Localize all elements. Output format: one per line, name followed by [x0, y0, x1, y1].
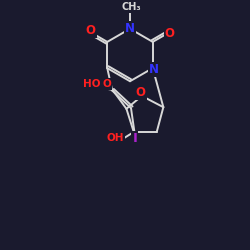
Text: O: O [102, 79, 111, 89]
Text: HO: HO [84, 79, 101, 89]
Text: CH₃: CH₃ [122, 2, 141, 12]
Text: O: O [165, 27, 175, 40]
Text: O: O [86, 24, 96, 37]
Text: N: N [125, 22, 135, 35]
Text: O: O [136, 86, 145, 99]
Text: OH: OH [107, 133, 124, 143]
Text: I: I [132, 132, 137, 145]
Text: N: N [149, 63, 159, 76]
